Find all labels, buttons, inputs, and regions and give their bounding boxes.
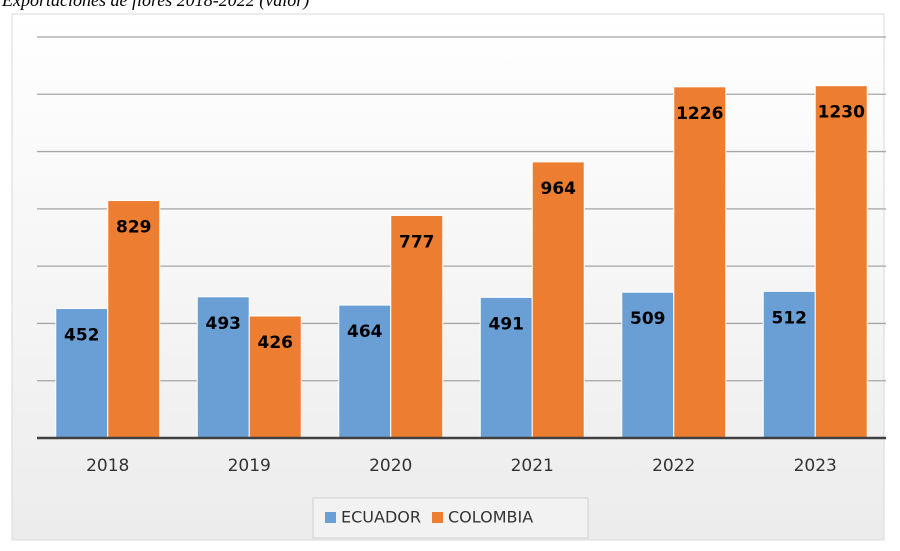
value-label: 509 xyxy=(630,309,666,329)
x-tick-label: 2018 xyxy=(86,456,129,476)
bar xyxy=(814,85,868,439)
value-label: 964 xyxy=(541,179,577,199)
value-label: 464 xyxy=(347,322,383,342)
bar xyxy=(762,290,816,439)
bar xyxy=(338,304,392,439)
x-tick-label: 2023 xyxy=(794,456,837,476)
x-tick-label: 2019 xyxy=(228,456,271,476)
legend-label: COLOMBIA xyxy=(448,508,533,527)
bar xyxy=(531,161,585,439)
bar xyxy=(390,214,444,439)
x-tick-label: 2022 xyxy=(652,456,695,476)
chart-title: Exportaciones de flores 2018-2022 (valor… xyxy=(1,0,309,11)
value-label: 777 xyxy=(399,232,435,252)
bar xyxy=(673,86,727,439)
legend-swatch xyxy=(432,512,443,523)
value-label: 426 xyxy=(258,333,294,353)
bar xyxy=(248,315,302,439)
legend-swatch xyxy=(325,512,336,523)
legend-box xyxy=(312,497,589,539)
value-label: 493 xyxy=(206,314,242,334)
value-label: 512 xyxy=(772,308,808,328)
legend-label: ECUADOR xyxy=(341,508,421,527)
bar xyxy=(107,200,161,439)
x-tick-label: 2021 xyxy=(511,456,554,476)
value-label: 491 xyxy=(489,314,525,334)
value-label: 829 xyxy=(116,218,152,238)
x-tick-label: 2020 xyxy=(369,456,412,476)
value-label: 452 xyxy=(64,326,100,346)
value-label: 1230 xyxy=(818,103,865,123)
value-label: 1226 xyxy=(676,104,723,124)
